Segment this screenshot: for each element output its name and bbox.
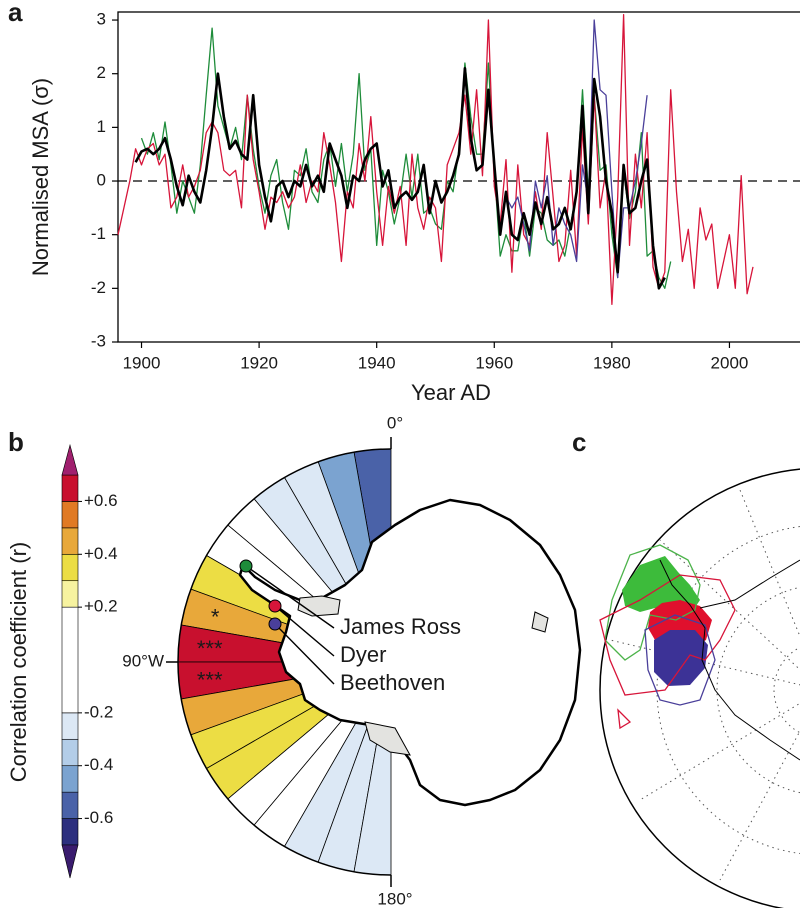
angle-label: 90°W bbox=[122, 651, 164, 670]
y-tick-label: 0 bbox=[97, 171, 106, 190]
x-tick-label: 1900 bbox=[123, 353, 161, 372]
coastline bbox=[659, 559, 800, 761]
colorbar-tick-label: +0.2 bbox=[84, 597, 118, 616]
series-line bbox=[117, 14, 754, 306]
site-group: James Ross Dyer Beethoven bbox=[239, 559, 461, 695]
x-tick-label: 2000 bbox=[711, 353, 749, 372]
site-leader bbox=[274, 623, 335, 685]
map-outline bbox=[599, 468, 800, 908]
colorbar-bin bbox=[61, 712, 79, 740]
colorbar-bin bbox=[61, 501, 79, 529]
site-label: Dyer bbox=[340, 642, 386, 667]
x-axis-label: Year AD bbox=[411, 380, 491, 405]
colorbar-bin bbox=[61, 527, 79, 555]
site-marker bbox=[239, 559, 253, 573]
series-line bbox=[134, 67, 666, 290]
chart-a: -3 -2 -1 0 1 2 3 1900 1920 1940 1960 1980 2000 Year A… bbox=[28, 10, 800, 405]
y-tick-label: 1 bbox=[97, 117, 106, 136]
angle-label: 180° bbox=[377, 889, 412, 908]
x-tick-label: 1960 bbox=[475, 353, 513, 372]
site-label: Beethoven bbox=[340, 670, 445, 695]
colorbar-bin bbox=[61, 606, 79, 714]
y-tick-label: -3 bbox=[91, 331, 106, 350]
contour bbox=[604, 544, 701, 661]
x-tick-label: 1940 bbox=[358, 353, 396, 372]
x-tick-label: 1920 bbox=[240, 353, 278, 372]
y-tick-label: -2 bbox=[91, 278, 106, 297]
y-tick-label: 3 bbox=[97, 10, 106, 29]
plot-frame bbox=[117, 11, 800, 343]
panel-letter: c bbox=[572, 427, 586, 457]
x-tick-label: 1980 bbox=[593, 353, 631, 372]
site-leader bbox=[245, 565, 335, 629]
colorbar-bin bbox=[61, 765, 79, 793]
colorbar-bin bbox=[61, 738, 79, 767]
significance-label: *** bbox=[197, 668, 223, 693]
significance-label: *** bbox=[197, 636, 223, 661]
colorbar: +0.6 +0.4 +0.2 -0.2 -0.4 -0.6 Correlation coef… bbox=[6, 443, 118, 879]
map-c bbox=[599, 468, 800, 908]
panel-letter: b bbox=[8, 427, 24, 457]
colorbar-tick-label: -0.4 bbox=[84, 755, 113, 774]
colorbar-tick-label: -0.6 bbox=[84, 808, 113, 827]
continent bbox=[238, 498, 582, 807]
graticule bbox=[609, 489, 800, 881]
colorbar-label: Correlation coefficient (r) bbox=[6, 542, 31, 782]
colorbar-tick-label: +0.4 bbox=[84, 544, 118, 563]
site-marker bbox=[268, 599, 282, 613]
colorbar-extend bbox=[61, 844, 79, 879]
significance-label: * bbox=[211, 605, 220, 630]
y-tick-label: 2 bbox=[97, 63, 106, 82]
site-leader bbox=[274, 605, 335, 657]
colorbar-bin bbox=[61, 553, 79, 582]
colorbar-tick-label: -0.2 bbox=[84, 702, 113, 721]
contour bbox=[644, 614, 716, 706]
colorbar-bin bbox=[61, 791, 79, 819]
colorbar-bin bbox=[61, 474, 79, 502]
colorbar-tick-label: +0.6 bbox=[84, 491, 118, 510]
site-marker bbox=[268, 617, 282, 631]
series-line bbox=[505, 19, 648, 279]
y-axis-label: Normalised MSA (σ) bbox=[28, 78, 53, 276]
panel-letter: a bbox=[8, 0, 23, 27]
site-label: James Ross bbox=[340, 614, 461, 639]
colorbar-bin bbox=[61, 818, 79, 846]
y-tick-label: -1 bbox=[91, 224, 106, 243]
angle-label: 0° bbox=[387, 413, 403, 432]
colorbar-bin bbox=[61, 580, 79, 608]
colorbar-extend bbox=[61, 443, 79, 476]
region-blob bbox=[654, 630, 708, 686]
